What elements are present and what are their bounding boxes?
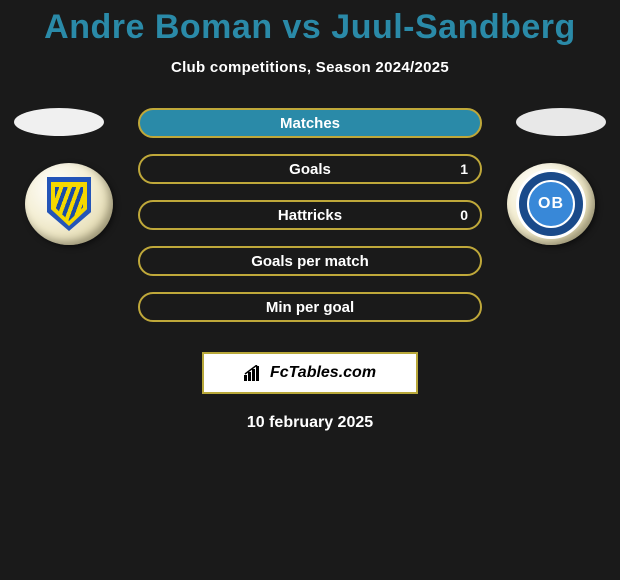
stat-label: Goals per match [251, 253, 369, 270]
stat-label: Goals [289, 161, 331, 178]
date-text: 10 february 2025 [0, 414, 620, 432]
watermark-text: FcTables.com [270, 364, 376, 382]
stat-row-goals-per-match: Goals per match [138, 246, 482, 276]
stat-right-value: 1 [460, 161, 468, 177]
stat-rows: Matches Goals 1 Hattricks 0 Goals per ma… [138, 108, 482, 338]
team-left-shield-stripes [55, 187, 83, 221]
team-right-badge: OB [516, 169, 586, 239]
team-left-logo-ball [25, 163, 113, 245]
stat-row-min-per-goal: Min per goal [138, 292, 482, 322]
stat-label: Matches [280, 115, 340, 132]
team-right-logo: OB [502, 163, 600, 245]
team-right-shadow-ellipse [516, 108, 606, 136]
team-left-shield [47, 177, 91, 231]
team-right-badge-inner: OB [527, 180, 575, 228]
subtitle: Club competitions, Season 2024/2025 [0, 59, 620, 76]
team-left-logo [20, 163, 118, 245]
team-left-shadow-ellipse [14, 108, 104, 136]
page-title: Andre Boman vs Juul-Sandberg [0, 0, 620, 47]
team-right-logo-ball: OB [507, 163, 595, 245]
stat-label: Hattricks [278, 207, 342, 224]
comparison-area: OB Matches Goals 1 Hattricks 0 [0, 108, 620, 338]
chart-icon [244, 365, 264, 381]
stat-label: Min per goal [266, 299, 354, 316]
infographic-container: Andre Boman vs Juul-Sandberg Club compet… [0, 0, 620, 580]
stat-right-value: 0 [460, 207, 468, 223]
stat-row-hattricks: Hattricks 0 [138, 200, 482, 230]
team-left-shield-inner [51, 182, 87, 226]
stat-row-matches: Matches [138, 108, 482, 138]
watermark-box: FcTables.com [202, 352, 418, 394]
stat-row-goals: Goals 1 [138, 154, 482, 184]
